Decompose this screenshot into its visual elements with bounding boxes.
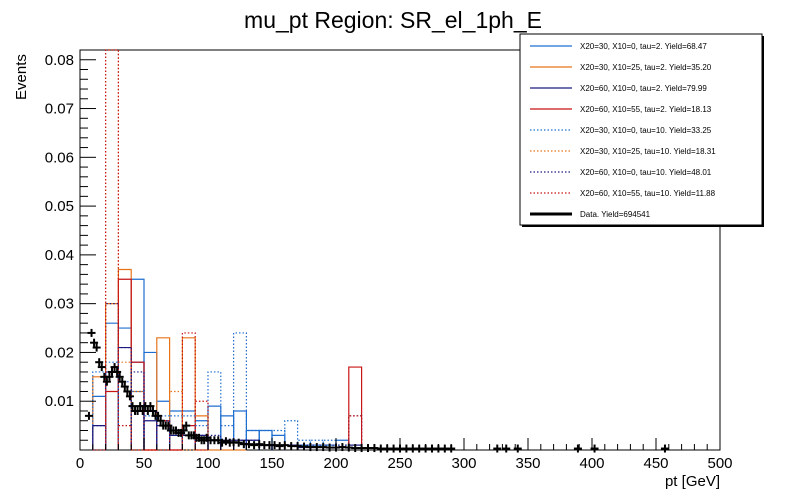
data-point	[148, 406, 157, 415]
histogram-bin	[284, 420, 299, 450]
legend: X20=30, X10=0, tau=2. Yield=68.47 X20=30,…	[519, 33, 764, 227]
data-point	[493, 444, 502, 453]
histogram-bin	[233, 332, 247, 450]
data-point	[105, 372, 114, 381]
data-point	[123, 387, 132, 396]
legend-entry: Data. Yield=694541	[530, 210, 651, 219]
legend-label: X20=60, X10=0, tau=2. Yield=79.99	[580, 84, 707, 93]
data-point	[179, 426, 188, 435]
legend-label: X20=30, X10=25, tau=10. Yield=18.31	[580, 147, 716, 156]
legend-label: X20=30, X10=0, tau=2. Yield=68.47	[580, 42, 707, 51]
data-point	[90, 338, 99, 347]
legend-box	[519, 33, 763, 226]
y-tick-label: 0.04	[45, 247, 74, 264]
y-tick-label: 0.01	[45, 393, 74, 410]
data-point	[128, 402, 137, 411]
data-point	[156, 416, 165, 425]
legend-entry: X20=30, X10=25, tau=2. Yield=35.20	[530, 63, 712, 72]
chart-title: mu_pt Region: SR_el_1ph_E	[244, 7, 542, 33]
x-tick-label: 350	[515, 455, 540, 472]
x-tick-label: 150	[259, 455, 284, 472]
y-tick-label: 0.05	[45, 198, 74, 215]
legend-label: X20=30, X10=25, tau=2. Yield=35.20	[580, 63, 712, 72]
histogram-bin	[220, 425, 235, 450]
histogram-bin	[348, 415, 363, 450]
y-tick-label: 0.06	[45, 149, 74, 166]
data-point	[95, 358, 104, 367]
x-tick-label: 50	[136, 455, 153, 472]
data-point	[125, 392, 134, 401]
data-point	[660, 444, 669, 453]
x-tick-label: 450	[643, 455, 668, 472]
series-8	[92, 49, 363, 451]
data-point	[97, 363, 106, 372]
histogram-bin	[105, 361, 119, 450]
x-tick-label: 250	[387, 455, 412, 472]
legend-label: X20=30, X10=0, tau=10. Yield=33.25	[580, 126, 712, 135]
data-point	[234, 438, 243, 447]
legend-label: X20=60, X10=55, tau=2. Yield=18.13	[580, 105, 712, 114]
y-tick-label: 0.03	[45, 296, 74, 313]
data-point	[146, 402, 155, 411]
legend-label: X20=60, X10=0, tau=10. Yield=48.01	[580, 168, 712, 177]
legend-entry: X20=30, X10=0, tau=2. Yield=68.47	[530, 42, 707, 51]
data-point	[118, 377, 127, 386]
data-point	[113, 367, 122, 376]
x-tick-label: 400	[579, 455, 604, 472]
x-tick-label: 500	[707, 455, 732, 472]
data-point	[182, 421, 191, 430]
y-tick-label: 0.08	[45, 52, 74, 69]
y-tick-label: 0.07	[45, 101, 74, 118]
x-tick-label: 100	[195, 455, 220, 472]
data-point	[87, 328, 96, 337]
data-point	[92, 343, 101, 352]
data-point	[154, 411, 163, 420]
data-point	[502, 444, 511, 453]
histogram-bin	[181, 332, 196, 450]
legend-entry: X20=30, X10=0, tau=10. Yield=33.25	[530, 126, 712, 135]
legend-entry: X20=60, X10=55, tau=2. Yield=18.13	[530, 105, 712, 114]
data-point	[573, 444, 582, 453]
axes: 0 50 100 150 200 250 300 350 400 450 500 0.01 0.02 0.…	[45, 52, 733, 472]
histogram-bin	[156, 415, 171, 450]
data-point	[120, 382, 129, 391]
legend-label: X20=60, X10=55, tau=10. Yield=11.88	[580, 189, 716, 198]
histogram-bin	[143, 410, 158, 450]
data-point	[102, 377, 111, 386]
histogram-bin	[117, 425, 132, 450]
histogram-bin	[105, 49, 119, 450]
legend-entry: X20=30, X10=25, tau=10. Yield=18.31	[530, 147, 716, 156]
legend-label: Data. Yield=694541	[580, 210, 651, 219]
x-tick-label: 0	[76, 455, 84, 472]
data-point	[218, 438, 227, 447]
data-point	[164, 421, 173, 430]
histogram-bin	[271, 429, 286, 450]
x-tick-label: 200	[323, 455, 348, 472]
x-axis-label: pt [GeV]	[665, 473, 720, 490]
x-tick-label: 300	[451, 455, 476, 472]
histogram-bin	[117, 346, 132, 450]
histogram-bin	[92, 425, 107, 450]
y-tick-label: 0.02	[45, 344, 74, 361]
legend-entry: X20=60, X10=0, tau=2. Yield=79.99	[530, 84, 707, 93]
legend-entry: X20=60, X10=0, tau=10. Yield=48.01	[530, 168, 712, 177]
histogram-bin	[348, 366, 363, 450]
data-point	[110, 363, 119, 372]
data-point	[84, 411, 93, 420]
data-point	[221, 437, 230, 446]
y-axis-label: Events	[13, 54, 30, 100]
data-point	[115, 372, 124, 381]
legend-entry: X20=60, X10=55, tau=10. Yield=11.88	[530, 189, 716, 198]
histogram-bin	[181, 415, 196, 450]
